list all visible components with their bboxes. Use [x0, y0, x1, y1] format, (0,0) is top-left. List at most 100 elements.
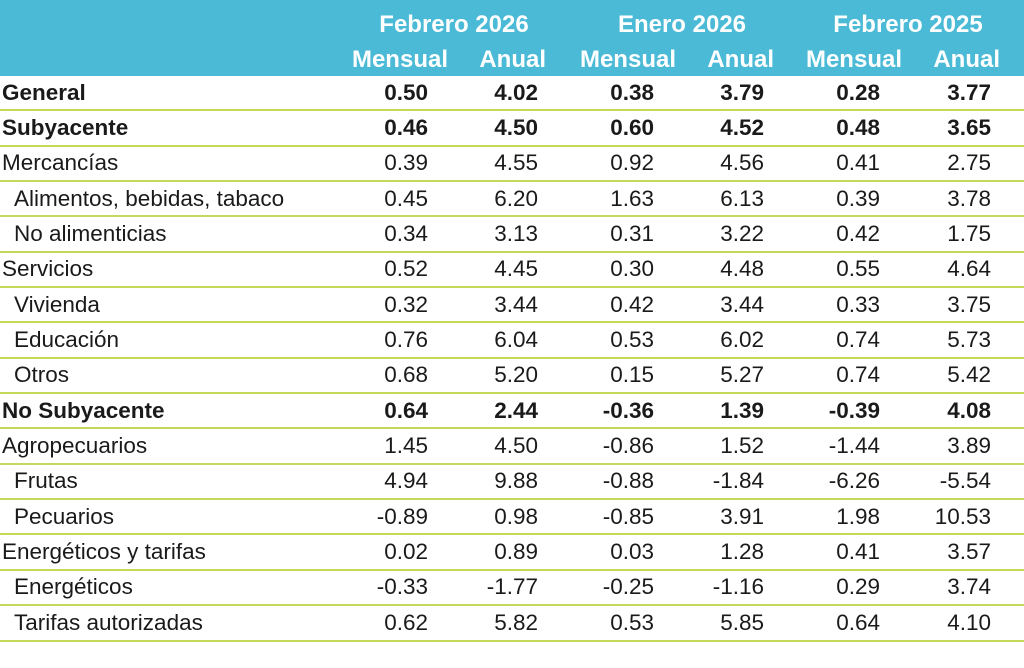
cell-value: -1.77: [486, 574, 538, 600]
cell-value: 4.64: [947, 256, 991, 282]
cell-value: 4.02: [494, 79, 538, 105]
cell-value: 5.42: [947, 362, 991, 388]
cell-value: 0.42: [610, 291, 654, 317]
period-header: Febrero 2025: [833, 11, 983, 38]
cell-value: 2.44: [494, 397, 538, 423]
cell-value: 3.78: [947, 185, 991, 211]
row-label: Tarifas autorizadas: [14, 609, 203, 635]
cell-value: 1.52: [720, 433, 764, 459]
row-label: Energéticos y tarifas: [2, 539, 206, 565]
cell-value: 0.68: [384, 362, 428, 388]
cell-value: 4.10: [947, 609, 991, 635]
row-label: Educación: [14, 327, 120, 353]
cell-value: 0.03: [610, 539, 654, 565]
cell-value: -6.26: [828, 468, 880, 494]
cell-value: 0.46: [384, 115, 428, 141]
cell-value: 0.30: [610, 256, 654, 282]
cell-value: -0.36: [602, 397, 654, 423]
table-row: Frutas 4.94 9.88 -0.88 -1.84 -6.26 -5.54: [0, 465, 1024, 501]
cell-value: 4.45: [494, 256, 538, 282]
cell-value: 3.89: [947, 433, 991, 459]
cell-value: 0.02: [384, 539, 428, 565]
cell-value: 0.39: [384, 150, 428, 176]
cell-value: 5.82: [494, 609, 538, 635]
subcolumn-header: Anual: [707, 46, 774, 73]
cell-value: 5.73: [947, 327, 991, 353]
table-row: Educación 0.76 6.04 0.53 6.02 0.74 5.73: [0, 323, 1024, 359]
cell-value: 0.53: [610, 609, 654, 635]
cell-value: 0.48: [836, 115, 880, 141]
cell-value: -1.84: [712, 468, 764, 494]
cell-value: 0.60: [610, 115, 654, 141]
row-label: Subyacente: [2, 115, 129, 141]
cell-value: 5.27: [720, 362, 764, 388]
cell-value: 0.98: [494, 503, 538, 529]
row-label: Pecuarios: [14, 503, 115, 529]
table-row: No Subyacente 0.64 2.44 -0.36 1.39 -0.39 4.08: [0, 394, 1024, 430]
table-row: Servicios 0.52 4.45 0.30 4.48 0.55 4.64: [0, 253, 1024, 289]
cell-value: 0.76: [384, 327, 428, 353]
cell-value: -1.44: [828, 433, 880, 459]
subcolumn-header: Mensual: [351, 46, 448, 73]
cell-value: 0.45: [384, 185, 428, 211]
cell-value: 4.08: [947, 397, 991, 423]
subcolumn-header: Anual: [479, 46, 546, 73]
cell-value: 0.34: [384, 221, 428, 247]
cell-value: 1.45: [384, 433, 428, 459]
cell-value: 6.02: [720, 327, 764, 353]
cell-value: 4.94: [384, 468, 428, 494]
cell-value: 3.79: [720, 79, 764, 105]
cell-value: 3.74: [947, 574, 991, 600]
cell-value: 0.33: [836, 291, 880, 317]
cell-value: 3.91: [720, 503, 764, 529]
cell-value: 4.50: [494, 433, 538, 459]
cell-value: 3.77: [947, 79, 991, 105]
subcolumn-header: Mensual: [805, 46, 902, 73]
cell-value: -5.54: [939, 468, 991, 494]
row-label: No Subyacente: [2, 397, 165, 423]
table-row: Mercancías 0.39 4.55 0.92 4.56 0.41 2.75: [0, 147, 1024, 183]
row-label: Alimentos, bebidas, tabaco: [14, 185, 285, 211]
row-label: Frutas: [14, 468, 78, 494]
cell-value: 0.31: [610, 221, 654, 247]
row-label: Energéticos: [14, 574, 133, 600]
period-header: Enero 2026: [617, 11, 747, 38]
cell-value: 3.44: [494, 291, 538, 317]
cell-value: 6.20: [494, 185, 538, 211]
cell-value: 0.53: [610, 327, 654, 353]
cell-value: 1.39: [720, 397, 764, 423]
cell-value: 0.15: [610, 362, 654, 388]
cell-value: 5.85: [720, 609, 764, 635]
cell-value: 3.13: [494, 221, 538, 247]
cell-value: 4.56: [720, 150, 764, 176]
table-row: Agropecuarios 1.45 4.50 -0.86 1.52 -1.44 3.89: [0, 429, 1024, 465]
cell-value: 1.98: [836, 503, 880, 529]
row-label: Vivienda: [14, 291, 100, 317]
cell-value: 0.32: [384, 291, 428, 317]
cell-value: 2.75: [947, 150, 991, 176]
cell-value: 0.29: [836, 574, 880, 600]
cell-value: -0.25: [602, 574, 654, 600]
inflation-table: Febrero 2026 Enero 2026 Febrero 2025 Men…: [0, 0, 1024, 642]
cell-value: 0.92: [610, 150, 654, 176]
table-row: Vivienda 0.32 3.44 0.42 3.44 0.33 3.75: [0, 288, 1024, 324]
cell-value: 0.62: [384, 609, 428, 635]
cell-value: 10.53: [934, 503, 991, 529]
cell-value: 0.39: [836, 185, 880, 211]
cell-value: 0.41: [836, 150, 880, 176]
table-header: Febrero 2026 Enero 2026 Febrero 2025 Men…: [0, 0, 1024, 76]
cell-value: 0.28: [836, 79, 880, 105]
row-label: General: [2, 79, 86, 105]
cell-value: 6.13: [720, 185, 764, 211]
cell-value: 0.41: [836, 539, 880, 565]
cell-value: 4.52: [720, 115, 764, 141]
table-row: Otros 0.68 5.20 0.15 5.27 0.74 5.42: [0, 359, 1024, 395]
table-row: Tarifas autorizadas 0.62 5.82 0.53 5.85 0.64 4…: [0, 606, 1024, 642]
cell-value: -0.89: [376, 503, 428, 529]
cell-value: 4.55: [494, 150, 538, 176]
row-label: No alimenticias: [14, 221, 167, 247]
table-row: General 0.50 4.02 0.38 3.79 0.28 3.77: [0, 76, 1024, 112]
table-row: Energéticos y tarifas 0.02 0.89 0.03 1.28 0.4…: [0, 535, 1024, 571]
cell-value: -0.85: [602, 503, 654, 529]
row-label: Otros: [14, 362, 70, 388]
